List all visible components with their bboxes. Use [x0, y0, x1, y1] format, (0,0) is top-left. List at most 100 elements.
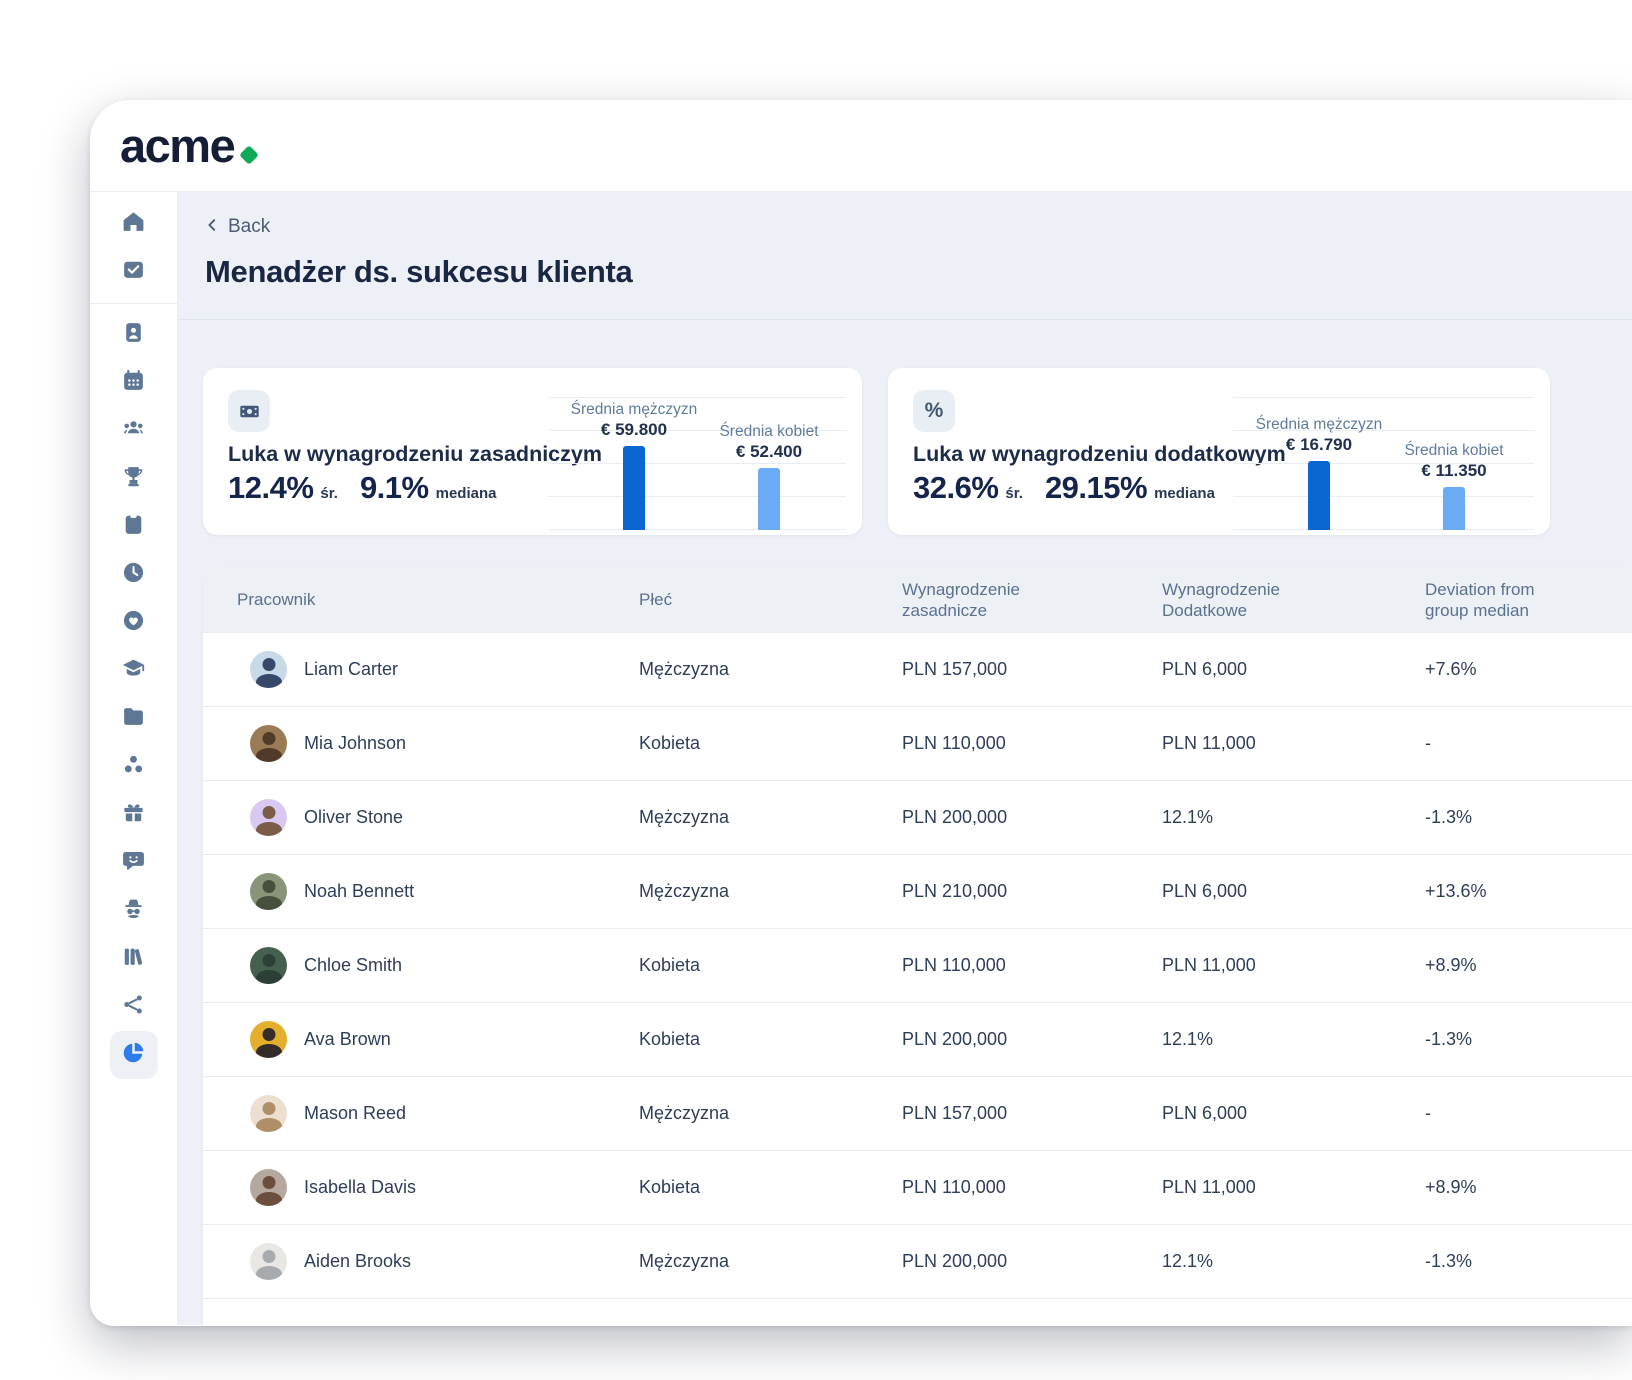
employee-name: Noah Bennett [304, 881, 415, 901]
table-row[interactable]: Mason Reed Mężczyzna PLN 157,000 PLN 6,0… [203, 1076, 1632, 1150]
base-salary-cell: PLN 200,000 [902, 1029, 1008, 1049]
employees-table: Pracownik Płeć Wynagrodzenie zasadnicze … [203, 568, 1632, 1325]
deviation-cell: +8.9% [1425, 955, 1477, 975]
employee-name: Isabella Davis [304, 1177, 417, 1197]
back-button[interactable]: Back [205, 216, 270, 238]
sidebar-item-calendar[interactable] [110, 359, 158, 407]
base-salary-cell: PLN 110,000 [902, 733, 1006, 753]
table-row[interactable]: Mia Johnson Kobieta PLN 110,000 PLN 11,0… [203, 706, 1632, 780]
education-icon [121, 656, 146, 686]
deviation-cell: -1.3% [1425, 1251, 1473, 1271]
library-icon [121, 944, 146, 974]
deviation-cell: -1.3% [1425, 807, 1473, 827]
sidebar-item-awards[interactable] [110, 455, 158, 503]
table-row[interactable]: Isabella Davis Kobieta PLN 110,000 PLN 1… [203, 1150, 1632, 1224]
brand-dot-icon [239, 145, 260, 165]
heart-icon [121, 608, 146, 638]
table-row[interactable]: Ava Brown Kobieta PLN 200,000 12.1% -1.3… [203, 1002, 1632, 1076]
employee-name: Oliver Stone [304, 807, 404, 827]
table-row[interactable]: Aiden Brooks Mężczyzna PLN 200,000 12.1%… [203, 1224, 1632, 1298]
employee-name: Liam Carter [304, 659, 399, 679]
gender-cell: Mężczyzna [639, 1103, 730, 1123]
bar-value: € 11.350 [1421, 461, 1487, 480]
median-label: mediana [1154, 485, 1215, 502]
trophy-icon [121, 464, 146, 494]
bar-group-men: Średnia mężczyzn € 16.790 [1239, 416, 1399, 530]
bonus-cell: PLN 6,000 [1162, 659, 1248, 679]
sidebar-item-share[interactable] [110, 983, 158, 1031]
median-value: 29.15% [1044, 470, 1148, 505]
employee-name: Aiden Brooks [304, 1251, 412, 1271]
sidebar-item-home[interactable] [110, 200, 158, 248]
sidebar-item-team[interactable] [110, 407, 158, 455]
employee-name: Chloe Smith [304, 955, 403, 975]
employee-cell: Aiden Brooks [203, 1243, 639, 1280]
calendar-icon [121, 368, 146, 398]
avg-value: 32.6% [913, 470, 999, 505]
sidebar-item-documents[interactable] [110, 503, 158, 551]
bar-men [623, 446, 645, 530]
employee-name: Mason Reed [304, 1103, 407, 1123]
gender-cell: Kobieta [639, 1029, 701, 1049]
id-badge-icon [121, 320, 146, 350]
home-icon [121, 209, 146, 239]
sidebar-item-tasks[interactable] [110, 248, 158, 296]
employee-cell: Oliver Stone [203, 799, 639, 836]
banknote-icon [228, 390, 270, 432]
sidebar-item-wellbeing[interactable] [110, 599, 158, 647]
employee-cell: Noah Bennett [203, 873, 639, 910]
bar-group-women: Średnia kobiet € 11.350 [1374, 442, 1534, 530]
gender-cell: Kobieta [639, 1177, 701, 1197]
sidebar-nav [90, 192, 178, 1325]
sidebar-item-files[interactable] [110, 695, 158, 743]
bonus-cell: PLN 11,000 [1162, 955, 1256, 975]
deviation-cell: +7.6% [1425, 659, 1477, 679]
team-icon [121, 416, 146, 446]
sidebar-item-profile[interactable] [110, 311, 158, 359]
card-title: Luka w wynagrodzeniu zasadniczym [228, 442, 602, 466]
sidebar-item-time[interactable] [110, 551, 158, 599]
avatar [250, 799, 287, 836]
table-row[interactable]: Chloe Smith Kobieta PLN 110,000 PLN 11,0… [203, 928, 1632, 1002]
bonus-cell: PLN 6,000 [1162, 881, 1248, 901]
sidebar-item-education[interactable] [110, 647, 158, 695]
tasks-check-icon [121, 257, 146, 287]
chevron-left-icon [205, 216, 219, 238]
pay-gap-mini-chart: Średnia mężczyzn € 59.800 Średnia kobiet… [548, 392, 846, 530]
deviation-cell: +8.9% [1425, 1177, 1477, 1197]
bar-label: Średnia mężczyzn [570, 401, 698, 418]
page-title: Menadżer ds. sukcesu klienta [205, 254, 633, 289]
stat-cards: Luka w wynagrodzeniu zasadniczym 12.4% ś… [203, 368, 1632, 535]
analytics-pie-icon [121, 1040, 146, 1070]
top-brand-bar: acme [90, 100, 1632, 192]
employee-cell: Mia Johnson [203, 725, 639, 762]
base-salary-cell: PLN 110,000 [902, 1177, 1006, 1197]
bar-label: Średnia kobiet [719, 423, 819, 440]
table-row[interactable]: Oliver Stone Mężczyzna PLN 200,000 12.1%… [203, 780, 1632, 854]
bar-value: € 59.800 [600, 420, 668, 439]
clock-icon [121, 560, 146, 590]
bar-group-men: Średnia mężczyzn € 59.800 [554, 401, 714, 530]
employee-cell: Ava Brown [203, 1021, 639, 1058]
base-salary-cell: PLN 157,000 [902, 1103, 1008, 1123]
sidebar-item-anonymous[interactable] [110, 887, 158, 935]
gender-cell: Mężczyzna [639, 807, 730, 827]
bonus-cell: 12.1% [1162, 1251, 1214, 1271]
sidebar-item-analytics[interactable] [109, 1031, 158, 1079]
bar-label: Średnia kobiet [1404, 442, 1504, 459]
avatar [250, 947, 287, 984]
sidebar-item-structure[interactable] [110, 743, 158, 791]
sidebar-item-benefits[interactable] [110, 791, 158, 839]
employee-cell: Mason Reed [203, 1095, 639, 1132]
gender-cell: Mężczyzna [639, 1251, 730, 1271]
bar-men [1308, 461, 1330, 530]
sidebar-item-library[interactable] [110, 935, 158, 983]
base-salary-cell: PLN 200,000 [902, 807, 1008, 827]
column-header-gender: Płeć [639, 590, 673, 609]
bonus-cell: PLN 6,000 [1162, 1103, 1248, 1123]
card-title: Luka w wynagrodzeniu dodatkowym [913, 442, 1286, 466]
table-row[interactable]: Liam Carter Mężczyzna PLN 157,000 PLN 6,… [203, 632, 1632, 706]
table-row[interactable]: Noah Bennett Mężczyzna PLN 210,000 PLN 6… [203, 854, 1632, 928]
table-row-partial [203, 1298, 1632, 1325]
sidebar-item-feedback[interactable] [110, 839, 158, 887]
